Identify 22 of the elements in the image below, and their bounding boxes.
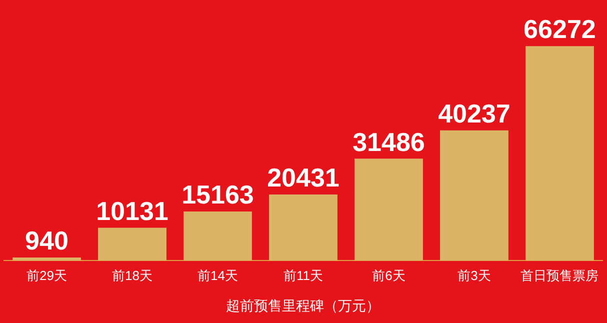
bar [526,46,594,261]
data-label: 10131 [96,196,168,226]
bar [269,194,338,261]
data-label: 940 [25,226,68,256]
data-label: 15163 [182,180,254,210]
x-tick-label: 前3天 [458,268,491,283]
bar [354,158,423,261]
data-label: 40237 [438,98,510,129]
data-label: 31486 [352,126,425,157]
bar [12,258,81,261]
x-axis-title: 超前预售里程碑（万元） [226,297,380,314]
x-tick-label: 前18天 [112,268,152,283]
x-tick-label: 前11天 [283,268,323,283]
x-tick-label: 前14天 [198,268,238,283]
x-tick-label: 前29天 [26,268,67,283]
data-label: 66272 [524,14,596,44]
bar [440,130,508,261]
bar [98,228,166,261]
bar [184,212,252,261]
data-label: 20431 [267,162,340,193]
x-tick-label: 首日预售票房 [520,268,599,283]
x-tick-label: 前6天 [372,268,406,283]
